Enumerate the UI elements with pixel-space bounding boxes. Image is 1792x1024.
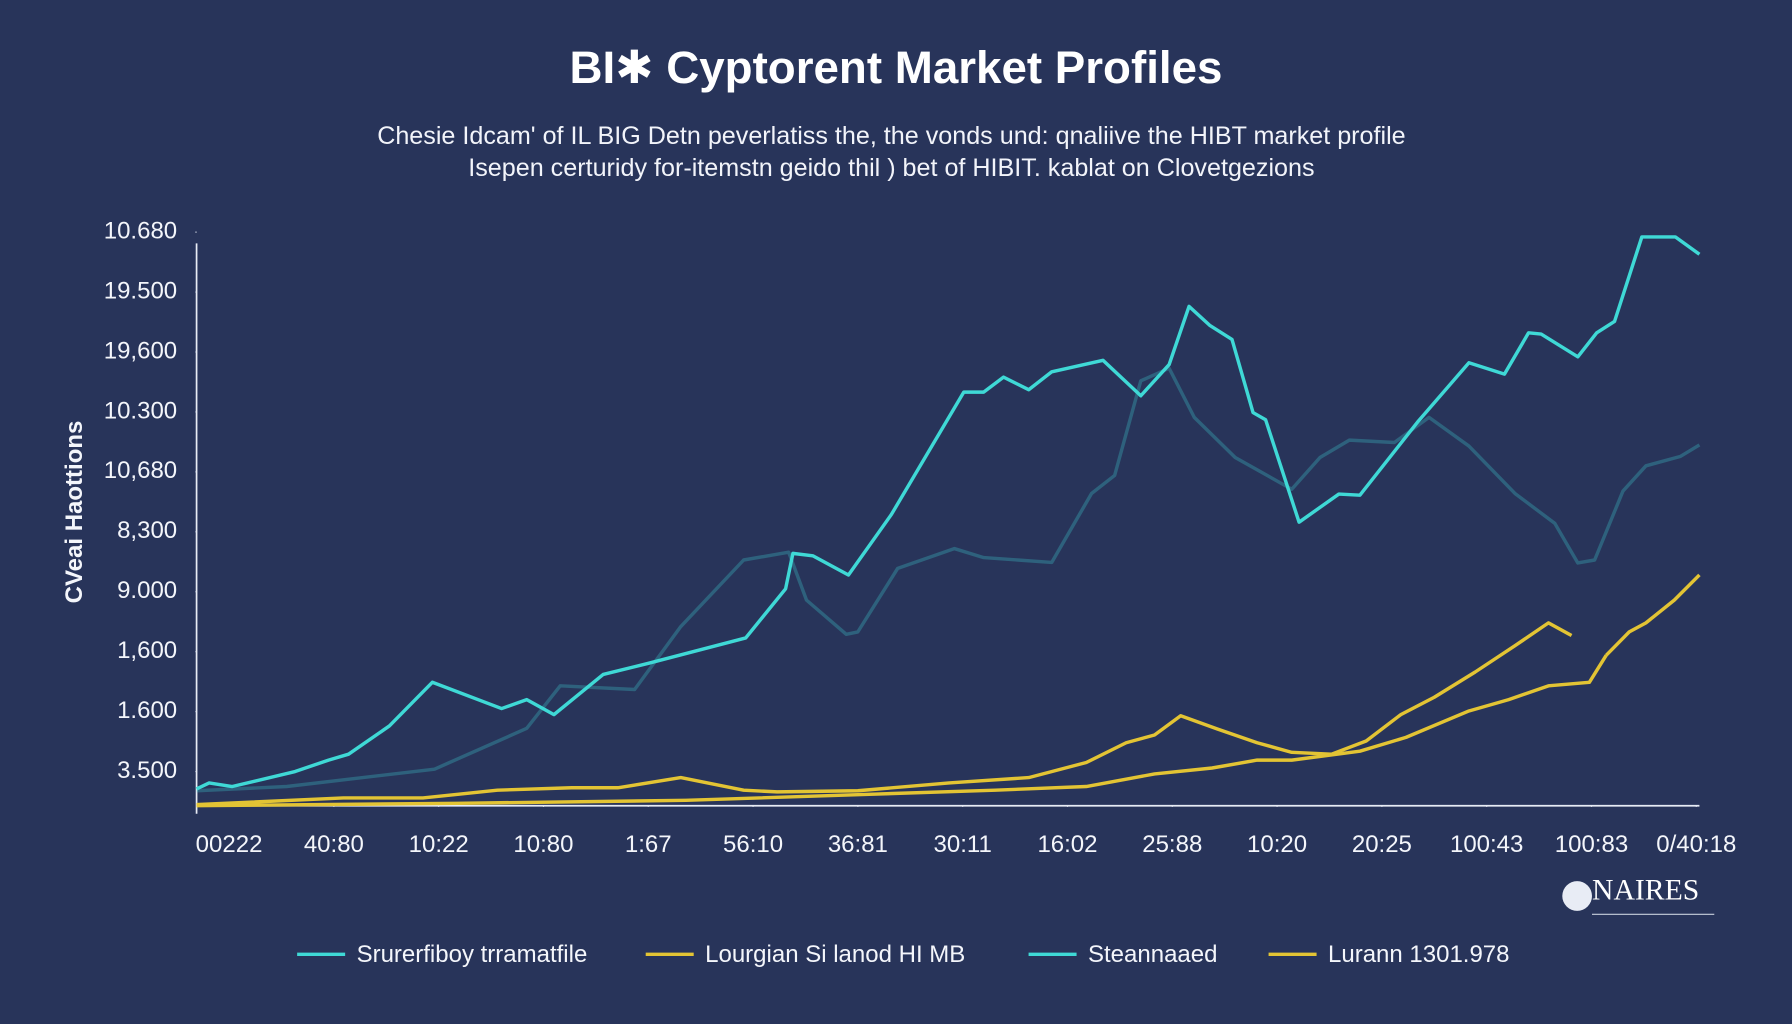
x-tick-label: 20:25 <box>1352 831 1412 858</box>
y-tick-label: 10.300 <box>104 397 177 424</box>
series-line <box>196 654 1608 808</box>
x-tick-label: 30:11 <box>934 831 992 858</box>
y-tick-label: 10.680 <box>104 217 177 244</box>
x-tick-label: 100:43 <box>1450 831 1523 858</box>
x-tick-label: 00222 <box>196 831 263 858</box>
watermark-logo: NAIRES <box>1562 874 1715 915</box>
y-axis-label: CVeai Haottions <box>61 421 88 604</box>
y-tick-label: 19.500 <box>104 277 177 304</box>
x-tick-label: 10:80 <box>513 831 573 858</box>
legend-label: Lurann 1301.978 <box>1328 941 1510 968</box>
x-tick-label: 0/40:18 <box>1656 831 1736 858</box>
y-tick-label: 19,600 <box>104 337 177 364</box>
y-tick-label: 10,680 <box>104 457 177 484</box>
y-tick-label: 8,300 <box>117 517 177 544</box>
chart-title: BI✱ Cyptorent Market Profiles <box>570 42 1223 93</box>
legend-label: Steannaaed <box>1088 941 1217 968</box>
x-tick-label: 25:88 <box>1142 831 1202 858</box>
legend-label: Srurerfiboy trramatfile <box>357 941 588 968</box>
subtitle: Isepen certuridy for-itemstn geido thil … <box>468 154 1314 182</box>
logo-icon <box>1562 881 1592 911</box>
x-tick-label: 16:02 <box>1037 831 1097 858</box>
watermark: NAIRES <box>1592 874 1699 906</box>
x-tick-label: 1:67 <box>625 831 672 858</box>
x-tick-label: 40:80 <box>304 831 364 858</box>
x-tick-label: 56:10 <box>723 831 783 858</box>
legend-label: Lourgian Si lanod HI MB <box>705 941 965 968</box>
x-tick-label: 36:81 <box>828 831 888 858</box>
subtitle: Chesie Idcam' of IL BIG Detn peverlatiss… <box>377 122 1405 150</box>
series-line <box>195 235 1701 791</box>
y-tick-label: 1,600 <box>117 637 177 664</box>
series-line <box>196 573 1701 807</box>
y-tick-label: 9.000 <box>117 577 177 604</box>
x-tick-label: 100:83 <box>1555 831 1628 858</box>
y-tick-label: 3.500 <box>117 757 177 784</box>
x-tick-label: 10:20 <box>1247 831 1307 858</box>
x-tick-label: 10:22 <box>409 831 469 858</box>
y-tick-label: 1.600 <box>117 697 177 724</box>
series-line <box>196 366 1701 793</box>
